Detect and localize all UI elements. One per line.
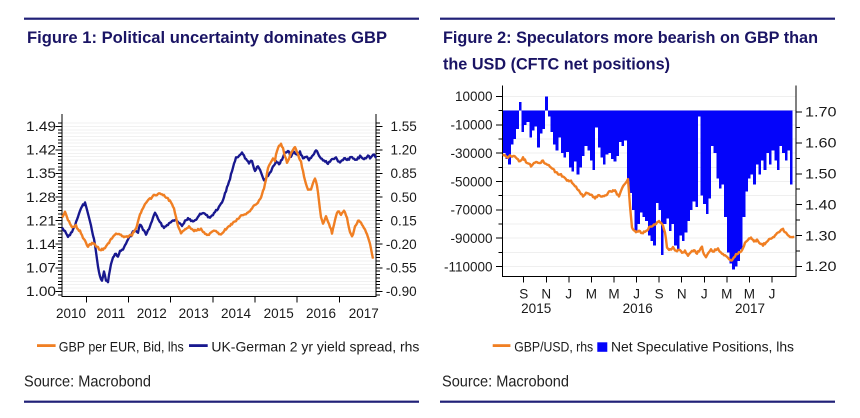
svg-text:2017: 2017 xyxy=(349,306,379,321)
svg-text:-90000: -90000 xyxy=(450,231,492,246)
svg-text:1.07: 1.07 xyxy=(26,261,56,276)
svg-text:J: J xyxy=(701,287,708,302)
svg-text:Figure 2: Speculators more bea: Figure 2: Speculators more bearish on GB… xyxy=(443,28,818,47)
svg-text:J: J xyxy=(769,287,776,302)
svg-text:1.60: 1.60 xyxy=(805,136,837,151)
svg-text:1.49: 1.49 xyxy=(26,119,56,134)
svg-text:2012: 2012 xyxy=(137,306,167,321)
svg-text:-30000: -30000 xyxy=(450,146,492,161)
svg-text:1.35: 1.35 xyxy=(26,166,56,181)
svg-text:GBP per EUR, Bid, lhs: GBP per EUR, Bid, lhs xyxy=(59,340,184,355)
svg-text:-0.90: -0.90 xyxy=(386,284,417,299)
svg-text:M: M xyxy=(608,287,619,302)
svg-text:J: J xyxy=(633,287,640,302)
svg-text:Net Speculative Positions, lhs: Net Speculative Positions, lhs xyxy=(611,340,794,355)
svg-text:1.28: 1.28 xyxy=(26,190,56,205)
svg-text:0.50: 0.50 xyxy=(391,190,417,205)
svg-text:1.20: 1.20 xyxy=(391,143,417,158)
svg-text:2015: 2015 xyxy=(264,306,294,321)
svg-text:M: M xyxy=(586,287,597,302)
svg-text:2016: 2016 xyxy=(623,301,653,316)
svg-text:2013: 2013 xyxy=(179,306,209,321)
svg-text:S: S xyxy=(655,287,664,302)
svg-text:the USD (CFTC net positions): the USD (CFTC net positions) xyxy=(443,55,670,74)
svg-text:2016: 2016 xyxy=(306,306,336,321)
svg-text:1.50: 1.50 xyxy=(805,167,837,182)
svg-text:1.00: 1.00 xyxy=(26,284,56,299)
svg-text:1.21: 1.21 xyxy=(26,213,56,228)
svg-text:-0.55: -0.55 xyxy=(386,261,417,276)
svg-text:2015: 2015 xyxy=(521,301,551,316)
svg-text:2011: 2011 xyxy=(96,306,125,321)
svg-text:1.14: 1.14 xyxy=(26,237,57,252)
svg-text:-50000: -50000 xyxy=(450,174,492,189)
svg-text:1.20: 1.20 xyxy=(805,259,837,274)
svg-text:1.30: 1.30 xyxy=(805,228,837,243)
svg-text:Source: Macrobond: Source: Macrobond xyxy=(442,374,569,391)
svg-text:0.15: 0.15 xyxy=(391,213,417,228)
svg-text:J: J xyxy=(565,287,572,302)
svg-text:1.55: 1.55 xyxy=(391,119,417,134)
svg-text:M: M xyxy=(744,287,755,302)
svg-text:0.85: 0.85 xyxy=(391,166,417,181)
svg-text:2010: 2010 xyxy=(56,306,86,321)
svg-text:1.42: 1.42 xyxy=(26,143,56,158)
svg-text:GBP/USD, rhs: GBP/USD, rhs xyxy=(514,340,593,355)
svg-text:N: N xyxy=(541,287,551,302)
svg-text:1.70: 1.70 xyxy=(805,105,837,120)
svg-text:N: N xyxy=(677,287,687,302)
svg-text:UK-German 2 yr yield spread, r: UK-German 2 yr yield spread, rhs xyxy=(211,340,419,355)
svg-text:1.40: 1.40 xyxy=(805,197,837,212)
svg-text:Source: Macrobond: Source: Macrobond xyxy=(24,374,151,391)
svg-text:-70000: -70000 xyxy=(450,203,492,218)
svg-text:2014: 2014 xyxy=(221,306,252,321)
svg-text:-0.20: -0.20 xyxy=(386,237,417,252)
svg-text:M: M xyxy=(721,287,732,302)
svg-text:Figure 1: Political uncertaint: Figure 1: Political uncertainty dominate… xyxy=(27,28,387,47)
svg-text:-110000: -110000 xyxy=(444,259,493,274)
svg-text:10000: 10000 xyxy=(455,89,493,104)
svg-text:-10000: -10000 xyxy=(450,118,492,133)
svg-text:2017: 2017 xyxy=(735,301,765,316)
svg-text:S: S xyxy=(519,287,528,302)
